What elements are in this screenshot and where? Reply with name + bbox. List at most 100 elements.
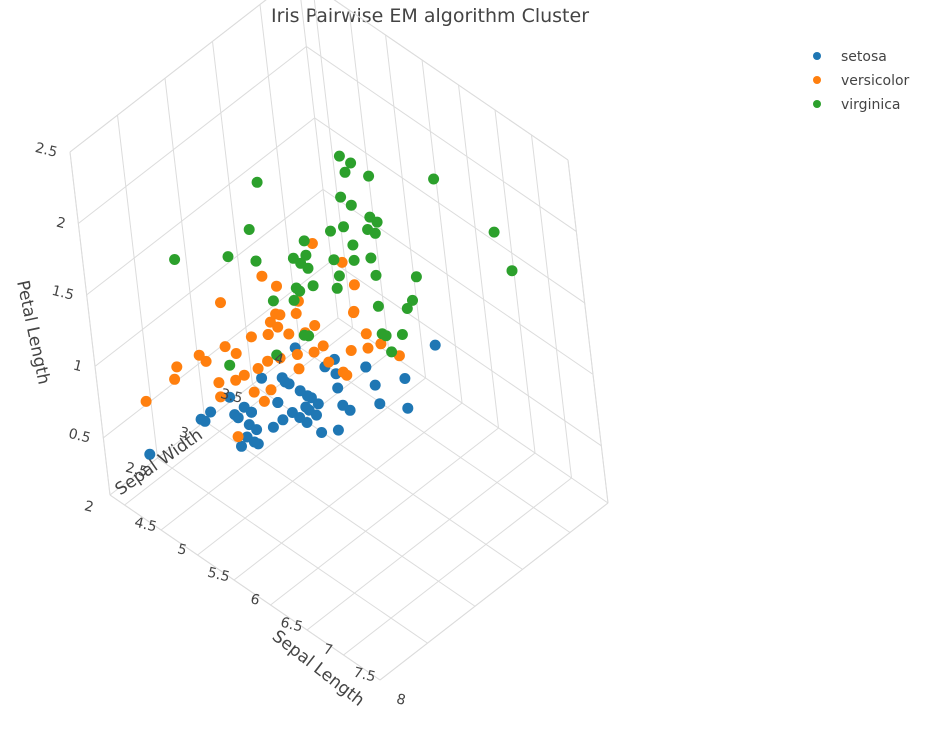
data-point [245, 331, 257, 343]
data-point [272, 397, 284, 408]
data-point [219, 341, 231, 353]
data-point [265, 384, 277, 396]
data-point [374, 398, 386, 410]
floor-grid-line [233, 402, 463, 581]
data-point [169, 373, 181, 385]
data-point [506, 265, 518, 277]
x-tick-label: 8 [395, 691, 408, 709]
data-point [144, 448, 156, 460]
x-tick-label: 5 [176, 541, 189, 559]
legend-item-versicolor[interactable]: versicolor [813, 73, 910, 89]
data-point [271, 349, 283, 361]
data-point [288, 294, 300, 306]
data-point [267, 295, 279, 307]
data-point [294, 385, 306, 397]
data-point [256, 372, 268, 384]
data-point [215, 391, 227, 403]
data-point [317, 340, 329, 352]
data-point [290, 308, 302, 319]
data-point [312, 398, 324, 410]
data-point [309, 320, 321, 331]
data-point [277, 414, 289, 426]
series-setosa [144, 339, 441, 460]
data-point [328, 254, 340, 266]
y-axis-title: Sepal Width [112, 425, 207, 500]
back-grid-line [314, 117, 585, 304]
data-point [331, 282, 343, 294]
data-point [262, 355, 274, 367]
data-point [339, 166, 351, 178]
y-tick-label: 3 [178, 425, 191, 443]
legend-item-setosa[interactable]: setosa [813, 49, 887, 65]
legend[interactable]: setosa versicolor virginica [813, 49, 910, 113]
data-point [363, 170, 375, 182]
data-point [213, 377, 225, 389]
data-point [300, 249, 312, 261]
axis-ticks: 4.5 5 5.5 6 6.5 7 7.5 8 2 2.5 3 3.5 4 0.5 1 1.5 2 2.5 [33, 140, 407, 709]
data-point [300, 401, 312, 413]
data-point [251, 176, 263, 188]
data-point [230, 348, 242, 359]
data-point [333, 150, 345, 162]
floor-grid-line [204, 420, 476, 607]
data-point [337, 399, 349, 411]
floor-grid-line [157, 457, 428, 644]
legend-label: virginica [841, 97, 901, 113]
data-point [410, 271, 422, 283]
back-grid-line [385, 34, 427, 379]
back-grid-line [494, 109, 536, 454]
data-point [360, 328, 372, 340]
y-tick-label: 2 [83, 498, 96, 516]
data-point [238, 369, 250, 381]
data-point [169, 254, 181, 265]
y-tick-label: 3.5 [219, 386, 244, 407]
legend-item-virginica[interactable]: virginica [813, 97, 901, 113]
data-point [348, 254, 360, 266]
data-point [224, 359, 236, 371]
wall-grid-line [78, 46, 307, 224]
floor-grid-line [306, 452, 536, 631]
z-tick-label: 2 [55, 215, 68, 233]
legend-marker [813, 100, 821, 108]
data-point [407, 294, 418, 306]
back-grid-line [331, 260, 602, 447]
data-point [372, 300, 384, 312]
y-tick-label: 2.5 [124, 460, 149, 481]
data-point [283, 378, 295, 390]
data-point [488, 226, 500, 238]
data-point [222, 251, 234, 263]
grid-lines [69, 0, 609, 681]
x-tick-label: 5.5 [206, 565, 231, 586]
data-point [258, 395, 270, 407]
box-edge [567, 159, 609, 504]
data-point [345, 157, 357, 169]
data-point [250, 255, 262, 267]
data-point [294, 412, 306, 423]
data-point [365, 252, 377, 264]
data-points [140, 150, 518, 460]
x-tick-label: 6 [249, 591, 262, 609]
legend-marker [813, 52, 821, 60]
data-point [376, 328, 388, 340]
data-point [401, 303, 413, 314]
data-point [308, 346, 320, 358]
data-point [362, 224, 374, 235]
data-point [345, 199, 357, 211]
x-tick-label: 7 [322, 641, 335, 659]
data-point [311, 409, 322, 421]
data-point [370, 269, 382, 281]
back-grid-line [306, 46, 577, 232]
data-point [298, 235, 310, 247]
floor-grid-line [270, 427, 499, 606]
data-point [429, 339, 441, 351]
wall-grid-line [94, 188, 324, 367]
data-point [345, 345, 357, 356]
box-edge [379, 502, 609, 681]
series-virginica [169, 150, 518, 371]
data-point [348, 307, 359, 319]
data-point [267, 421, 279, 433]
data-point [316, 427, 328, 438]
data-point [333, 270, 345, 282]
chart-title: Iris Pairwise EM algorithm Cluster [271, 5, 589, 27]
